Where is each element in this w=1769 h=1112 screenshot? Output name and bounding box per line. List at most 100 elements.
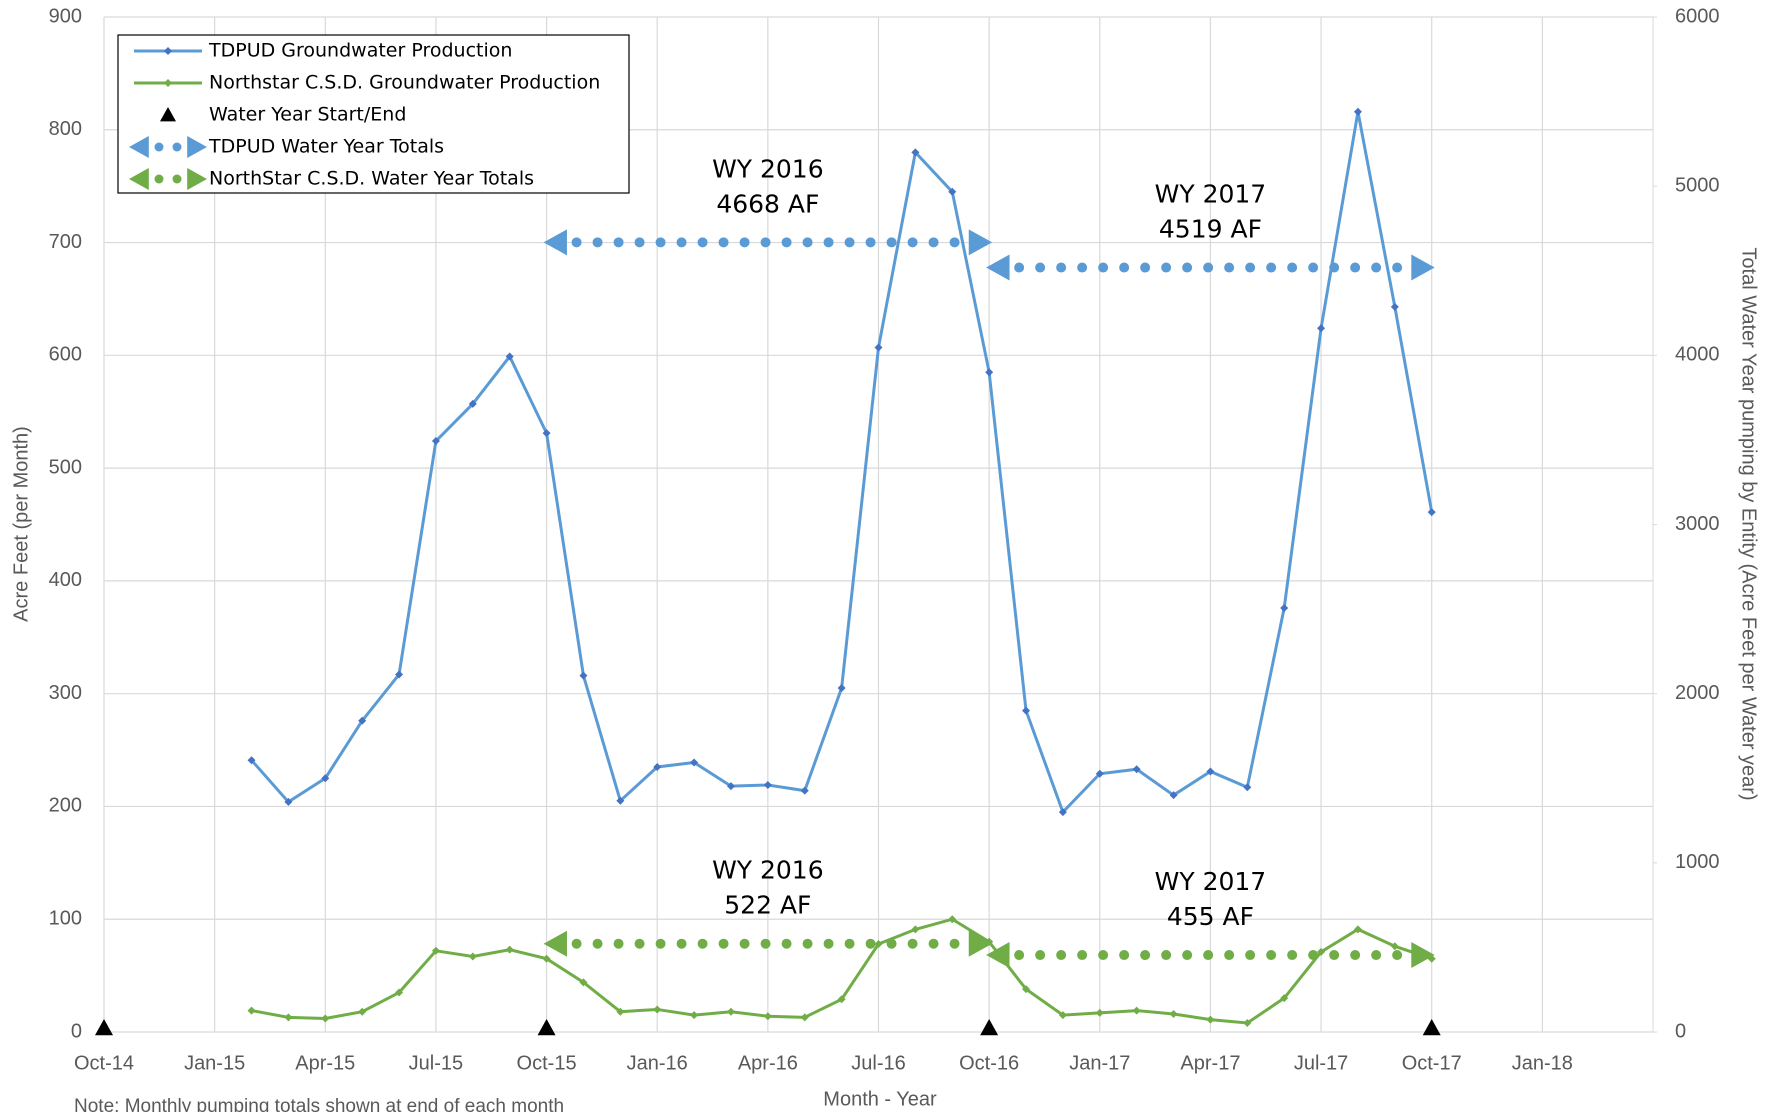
point-marker: [321, 774, 330, 783]
total-value-label: 522 AF: [724, 891, 811, 920]
arrow-head-left: [986, 254, 1010, 281]
point-marker: [1390, 302, 1399, 311]
total-value-label: 455 AF: [1167, 902, 1254, 931]
y-tick-label: 100: [49, 908, 82, 930]
point-marker: [1095, 1008, 1104, 1017]
point-marker: [1206, 767, 1215, 776]
point-marker: [1317, 324, 1326, 333]
point-marker: [542, 954, 551, 963]
legend-arrow-right: [187, 168, 207, 190]
point-marker: [726, 1007, 735, 1016]
arrow-head-right: [968, 229, 993, 256]
arrow-head-left: [986, 942, 1010, 969]
x-tick-label: Jul-17: [1294, 1052, 1348, 1074]
arrow-head-right: [968, 930, 993, 957]
point-marker: [1390, 942, 1399, 951]
total-label: WY 2017: [1155, 180, 1267, 209]
point-marker: [948, 187, 957, 196]
arrow-head-right: [1411, 942, 1435, 969]
point-marker: [763, 781, 772, 790]
y2-tick-label: 5000: [1675, 174, 1720, 196]
point-marker: [431, 437, 440, 446]
point-marker: [1169, 791, 1178, 800]
point-marker: [616, 1007, 625, 1016]
point-marker: [985, 368, 994, 377]
point-marker: [1353, 107, 1362, 116]
point-marker: [395, 670, 404, 679]
y-tick-label: 200: [49, 795, 82, 817]
total-arrow: [986, 942, 1435, 969]
point-marker: [1132, 1006, 1141, 1015]
point-marker: [579, 978, 588, 987]
x-tick-label: Oct-14: [74, 1052, 134, 1074]
total-label: WY 2016: [712, 154, 824, 183]
legend-label: Water Year Start/End: [209, 104, 406, 126]
legend-dot: [172, 142, 182, 152]
point-marker: [579, 671, 588, 680]
y-axis-title: Acre Feet (per Month): [10, 426, 32, 622]
point-marker: [1317, 947, 1326, 956]
point-marker: [1280, 603, 1289, 612]
point-marker: [1058, 1011, 1067, 1020]
x-tick-label: Jan-15: [184, 1052, 245, 1074]
point-marker: [284, 1013, 293, 1022]
y-tick-label: 400: [49, 569, 82, 591]
x-tick-label: Apr-17: [1180, 1052, 1240, 1074]
point-marker: [653, 1005, 662, 1014]
point-marker: [247, 756, 256, 765]
point-marker: [1353, 925, 1362, 934]
total-value-label: 4519 AF: [1159, 215, 1262, 244]
arrow-head-left: [543, 229, 567, 256]
x-tick-label: Apr-15: [295, 1052, 355, 1074]
arrow-head-left: [543, 930, 567, 957]
point-marker: [1169, 1009, 1178, 1018]
x-tick-label: Oct-15: [517, 1052, 577, 1074]
total-label: WY 2016: [712, 856, 824, 885]
x-tick-label: Apr-16: [738, 1052, 798, 1074]
water-year-marker: [1422, 1019, 1441, 1036]
point-marker: [837, 684, 846, 693]
legend-arrow-left: [129, 136, 149, 158]
point-marker: [911, 925, 920, 934]
point-marker: [726, 782, 735, 791]
legend-label: NorthStar C.S.D. Water Year Totals: [209, 168, 534, 190]
y-tick-label: 0: [71, 1020, 82, 1042]
total-arrow: [986, 254, 1435, 281]
point-marker: [468, 399, 477, 408]
point-marker: [321, 1014, 330, 1023]
point-marker: [800, 1013, 809, 1022]
y2-tick-label: 0: [1675, 1020, 1686, 1042]
legend-dot: [172, 174, 182, 184]
total-arrow: [543, 229, 993, 256]
total-arrow: [543, 930, 993, 957]
point-marker: [1022, 706, 1031, 715]
legend-marker: [164, 79, 172, 87]
legend-arrow-left: [129, 168, 149, 190]
y2-tick-label: 1000: [1675, 851, 1720, 873]
total-value-label: 4668 AF: [716, 189, 819, 218]
point-marker: [1243, 1018, 1252, 1027]
legend-label: TDPUD Groundwater Production: [208, 40, 512, 62]
y-tick-label: 300: [49, 682, 82, 704]
point-marker: [1022, 985, 1031, 994]
point-marker: [948, 915, 957, 924]
y2-tick-label: 4000: [1675, 344, 1720, 366]
x-tick-label: Jul-16: [851, 1052, 905, 1074]
x-tick-label: Jan-18: [1512, 1052, 1573, 1074]
point-marker: [690, 1011, 699, 1020]
point-marker: [616, 796, 625, 805]
x-tick-label: Jul-15: [409, 1052, 463, 1074]
point-marker: [505, 945, 514, 954]
point-marker: [542, 429, 551, 438]
y-tick-label: 900: [49, 5, 82, 27]
point-marker: [874, 343, 883, 352]
water-year-marker: [95, 1019, 113, 1036]
point-marker: [505, 352, 514, 361]
point-marker: [911, 148, 920, 157]
point-marker: [468, 952, 477, 961]
point-marker: [1280, 994, 1289, 1003]
x-tick-label: Jan-16: [627, 1052, 688, 1074]
water-year-marker: [537, 1019, 556, 1036]
y2-axis-title: Total Water Year pumping by Entity (Acre…: [1738, 247, 1760, 800]
